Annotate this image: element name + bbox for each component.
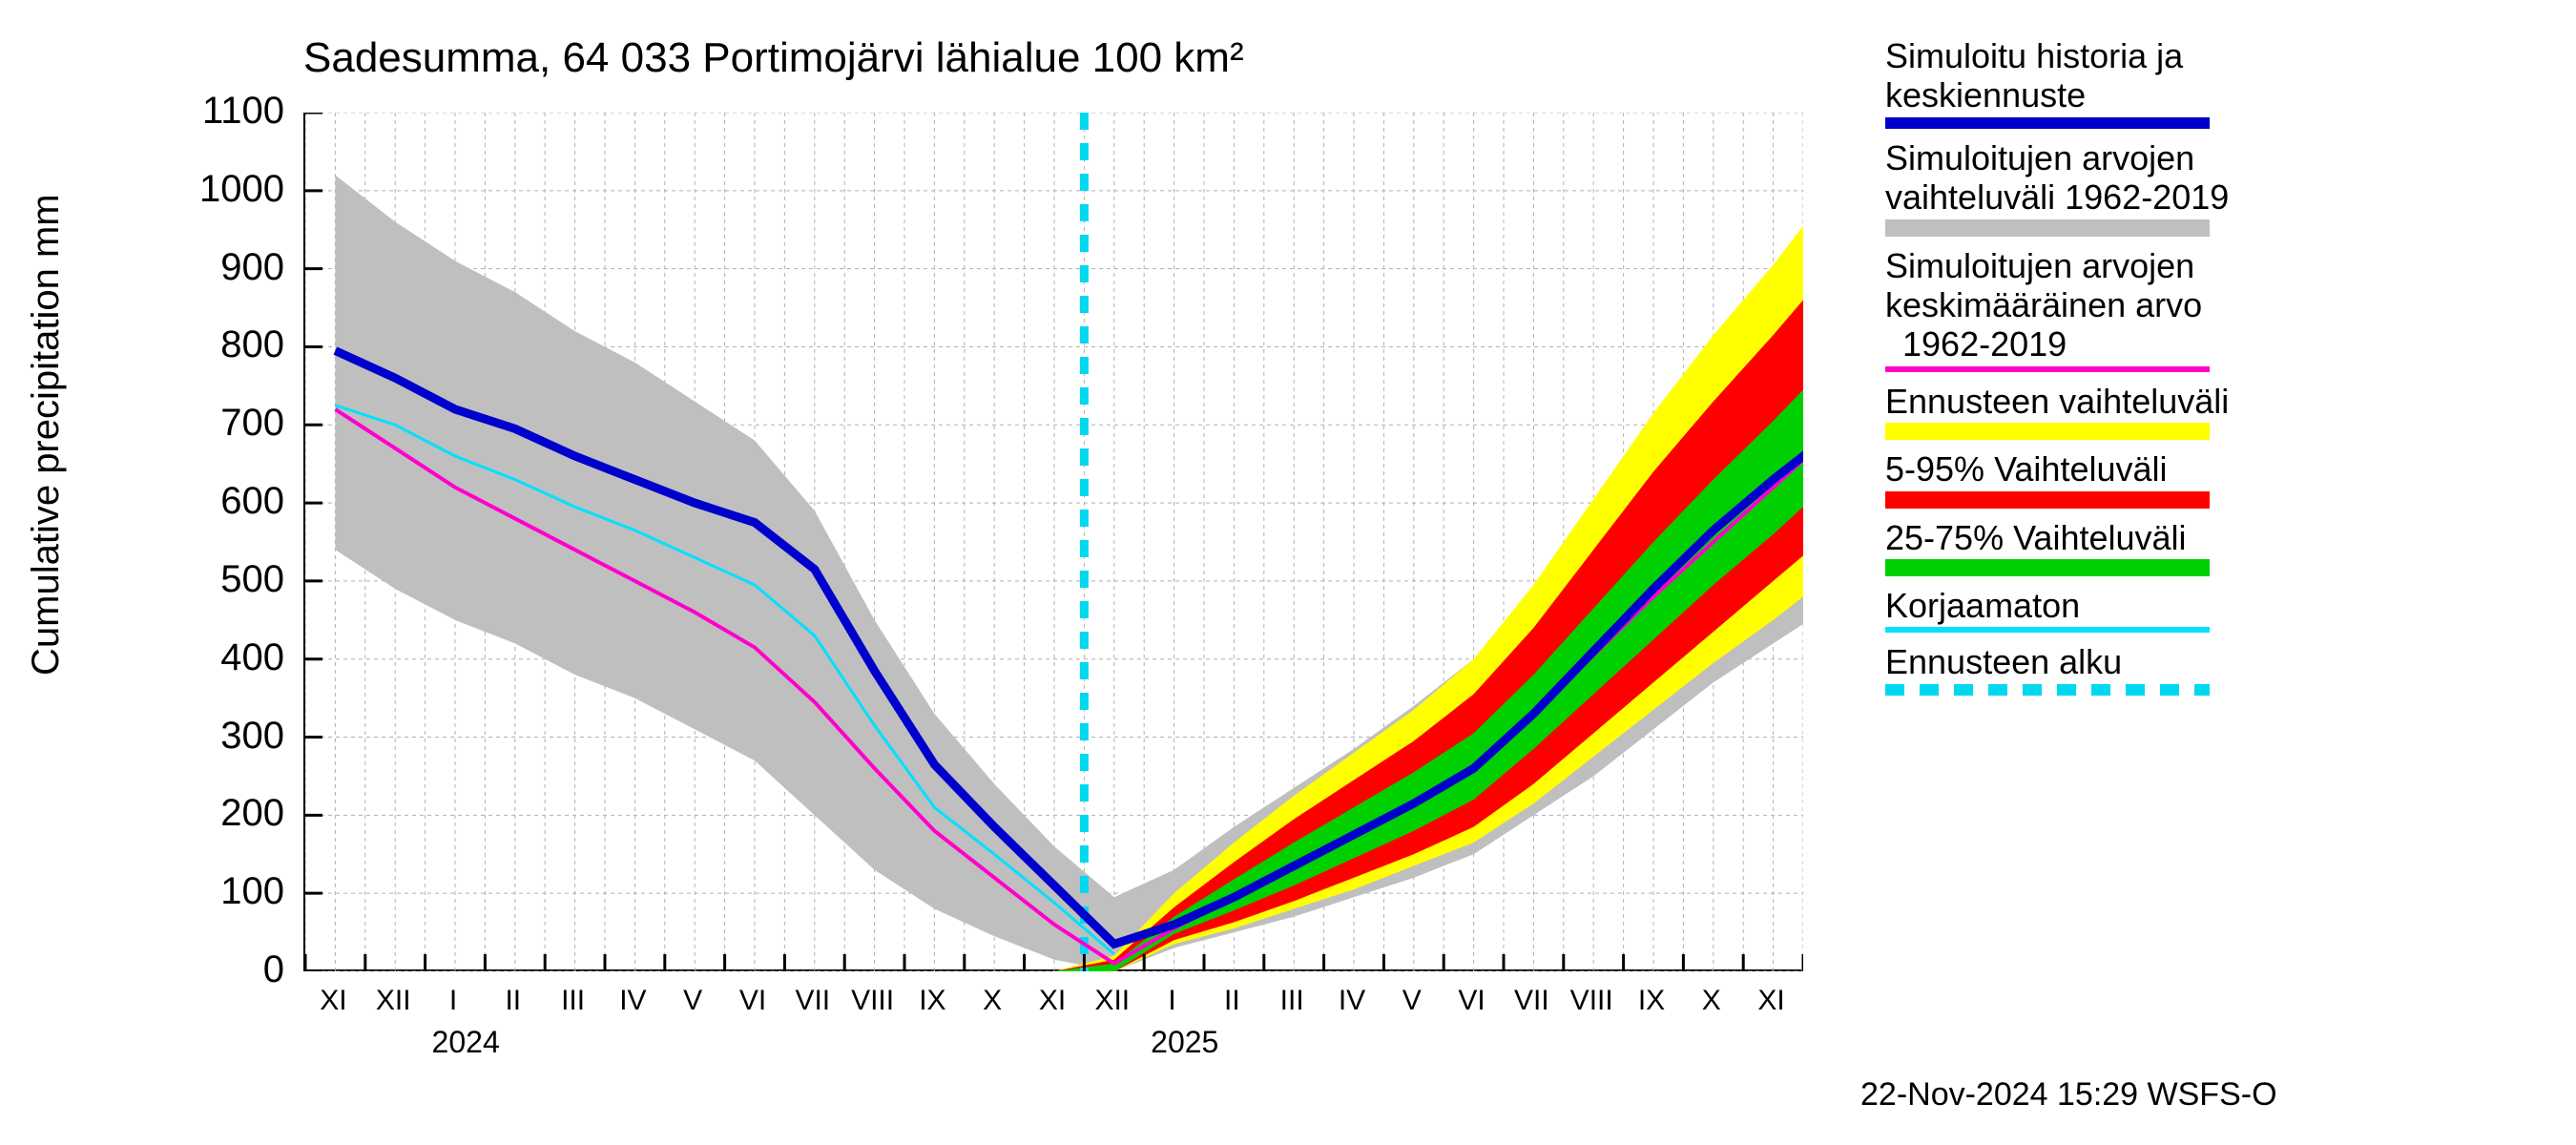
x-tick-label: XI: [320, 985, 346, 1017]
x-tick-label: XII: [376, 985, 411, 1017]
y-tick-label: 900: [151, 246, 284, 289]
x-tick-label: III: [1280, 985, 1304, 1017]
legend-swatch: [1885, 559, 2210, 576]
y-tick-label: 400: [151, 636, 284, 679]
legend-item: 5-95% Vaihteluväli: [1885, 449, 2565, 508]
legend-swatch: [1885, 627, 2210, 633]
x-tick-label: VI: [1458, 985, 1485, 1017]
y-tick-label: 1000: [151, 168, 284, 211]
legend-label: Simuloitujen arvojenkeskimääräinen arvo …: [1885, 246, 2565, 364]
legend-label: Simuloitujen arvojenvaihteluväli 1962-20…: [1885, 138, 2565, 218]
legend-item: Simuloitujen arvojenvaihteluväli 1962-20…: [1885, 138, 2565, 237]
plot-svg: [305, 113, 1803, 971]
legend-swatch: [1885, 491, 2210, 509]
y-tick-label: 700: [151, 402, 284, 445]
y-tick-label: 600: [151, 480, 284, 523]
legend-item: Ennusteen vaihteluväli: [1885, 382, 2565, 440]
x-tick-label: IX: [1638, 985, 1665, 1017]
legend-label: 25-75% Vaihteluväli: [1885, 518, 2565, 557]
x-tick-label: I: [449, 985, 457, 1017]
legend-label: Ennusteen alku: [1885, 642, 2565, 681]
y-tick-label: 100: [151, 870, 284, 913]
y-tick-label: 300: [151, 715, 284, 758]
legend-swatch: [1885, 366, 2210, 372]
x-tick-label: IV: [619, 985, 646, 1017]
legend-swatch: [1885, 423, 2210, 440]
x-tick-label: IX: [919, 985, 945, 1017]
x-tick-label: II: [1224, 985, 1240, 1017]
x-tick-label: XI: [1757, 985, 1784, 1017]
x-tick-label: I: [1168, 985, 1175, 1017]
legend-label: Korjaamaton: [1885, 586, 2565, 625]
x-tick-label: X: [983, 985, 1002, 1017]
y-tick-label: 1100: [151, 90, 284, 133]
plot-box: [303, 113, 1801, 971]
x-year-label: 2025: [1151, 1025, 1218, 1060]
x-tick-label: VI: [739, 985, 766, 1017]
legend-item: Simuloitu historia jakeskiennuste: [1885, 36, 2565, 129]
x-tick-label: V: [1402, 985, 1422, 1017]
chart-title: Sadesumma, 64 033 Portimojärvi lähialue …: [303, 34, 1244, 82]
x-tick-label: IV: [1339, 985, 1365, 1017]
legend-swatch: [1885, 117, 2210, 129]
x-tick-label: VII: [1514, 985, 1549, 1017]
y-tick-label: 200: [151, 792, 284, 835]
x-tick-label: X: [1702, 985, 1721, 1017]
x-tick-label: VIII: [1570, 985, 1613, 1017]
y-tick-label: 800: [151, 323, 284, 366]
legend-item: Korjaamaton: [1885, 586, 2565, 633]
x-tick-label: VIII: [851, 985, 894, 1017]
legend-label: 5-95% Vaihteluväli: [1885, 449, 2565, 489]
legend-swatch: [1885, 684, 2210, 696]
legend-item: Simuloitujen arvojenkeskimääräinen arvo …: [1885, 246, 2565, 372]
x-tick-label: V: [683, 985, 702, 1017]
timestamp: 22-Nov-2024 15:29 WSFS-O: [1860, 1076, 2277, 1114]
legend-label: Ennusteen vaihteluväli: [1885, 382, 2565, 421]
x-tick-label: XII: [1094, 985, 1130, 1017]
legend-item: Ennusteen alku: [1885, 642, 2565, 695]
x-tick-label: III: [561, 985, 585, 1017]
legend-item: 25-75% Vaihteluväli: [1885, 518, 2565, 576]
x-tick-label: II: [505, 985, 521, 1017]
legend-label: Simuloitu historia jakeskiennuste: [1885, 36, 2565, 115]
x-tick-label: VII: [795, 985, 830, 1017]
chart-area: Sadesumma, 64 033 Portimojärvi lähialue …: [8, 8, 1878, 1137]
y-tick-label: 0: [151, 948, 284, 991]
y-axis-label: Cumulative precipitation mm: [25, 194, 68, 676]
legend: Simuloitu historia jakeskiennuste Simuloi…: [1878, 8, 2565, 1137]
x-tick-label: XI: [1039, 985, 1066, 1017]
x-year-label: 2024: [432, 1025, 500, 1060]
legend-swatch: [1885, 219, 2210, 237]
y-tick-label: 500: [151, 558, 284, 601]
